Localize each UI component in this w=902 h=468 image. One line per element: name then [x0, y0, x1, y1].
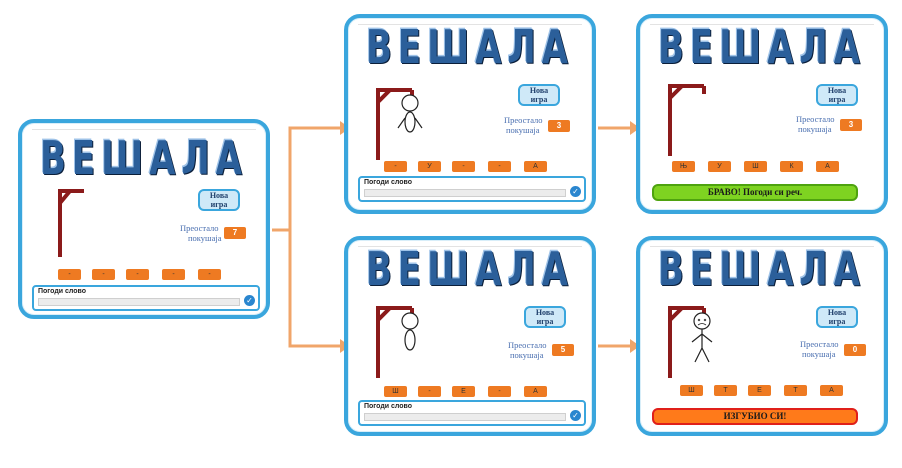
attempts-counter: 5	[552, 344, 574, 356]
game-panel-progress: ВЕШАЛА Нова игра Преостало покушаја 3 - У …	[344, 14, 596, 214]
letter-tile: -	[488, 386, 511, 397]
gallows-icon	[668, 84, 706, 156]
letter-tile: А	[524, 161, 547, 172]
new-game-button[interactable]: Нова игра	[524, 306, 566, 328]
letter-tile: -	[126, 269, 149, 280]
letter-tile: У	[708, 161, 731, 172]
letter-tile: А	[816, 161, 839, 172]
guess-input[interactable]	[364, 189, 566, 197]
check-icon[interactable]: ✓	[570, 186, 581, 197]
new-game-button[interactable]: Нова игра	[198, 189, 240, 211]
guess-label: Погоди слово	[38, 288, 87, 295]
game-title: ВЕШАЛА	[657, 243, 866, 297]
guess-input[interactable]	[364, 413, 566, 421]
new-game-button[interactable]: Нова игра	[518, 84, 560, 106]
attempts-counter: 7	[224, 227, 246, 239]
attempts-label: Преостало покушаја	[504, 115, 543, 135]
letter-tile: Т	[714, 385, 737, 396]
letter-tile: Е	[748, 385, 771, 396]
lose-banner: ИЗГУБИО СИ!	[652, 408, 858, 425]
game-panel-lose: ВЕШАЛА Нова игра Преостало покушаја 0 Ш Т …	[636, 236, 888, 436]
game-title: ВЕШАЛА	[365, 21, 574, 75]
letter-tile: Њ	[672, 161, 695, 172]
connector-split	[272, 126, 340, 348]
letter-tile: -	[452, 161, 475, 172]
letter-tile: -	[198, 269, 221, 280]
win-banner: БРАВО! Погоди си реч.	[652, 184, 858, 201]
letter-tile: -	[162, 269, 185, 280]
attempts-counter: 3	[548, 120, 570, 132]
guess-label: Погоди слово	[364, 403, 413, 410]
guess-label: Погоди слово	[364, 179, 413, 186]
attempts-counter: 3	[840, 119, 862, 131]
gallows-icon	[58, 189, 84, 257]
hangman-figure-icon	[401, 312, 419, 351]
attempts-label: Преостало покушаја	[796, 114, 835, 134]
attempts-label: Преостало покушаја	[180, 223, 222, 243]
letter-tile: К	[780, 161, 803, 172]
game-title: ВЕШАЛА	[39, 132, 248, 186]
new-game-button[interactable]: Нова игра	[816, 306, 858, 328]
letter-tile: А	[820, 385, 843, 396]
arrow-head-icon	[630, 339, 640, 353]
letter-tile: -	[58, 269, 81, 280]
hangman-figure-icon	[397, 94, 423, 133]
letter-tile: Е	[452, 386, 475, 397]
guess-box: Погоди слово ✓	[32, 285, 260, 311]
game-panel-progress-2: ВЕШАЛА Нова игра Преостало покушаја 5 Ш - …	[344, 236, 596, 436]
letter-tile: Т	[784, 385, 807, 396]
attempts-label: Преостало покушаја	[508, 340, 547, 360]
letter-tile: -	[92, 269, 115, 280]
attempts-counter: 0	[844, 344, 866, 356]
check-icon[interactable]: ✓	[244, 295, 255, 306]
guess-input[interactable]	[38, 298, 240, 306]
hangman-figure-icon	[691, 312, 713, 363]
check-icon[interactable]: ✓	[570, 410, 581, 421]
game-panel-win: ВЕШАЛА Нова игра Преостало покушаја 3 Њ У …	[636, 14, 888, 214]
letter-tile: Ш	[744, 161, 767, 172]
letter-tile: -	[384, 161, 407, 172]
game-panel-start: ВЕШАЛА Нова игра Преостало покушаја 7 - - …	[18, 119, 270, 319]
game-title: ВЕШАЛА	[657, 21, 866, 75]
attempts-label: Преостало покушаја	[800, 339, 839, 359]
letter-tile: -	[418, 386, 441, 397]
arrow-head-icon	[630, 121, 640, 135]
letter-tile: Ш	[680, 385, 703, 396]
letter-tile: Ш	[384, 386, 407, 397]
guess-box: Погоди слово ✓	[358, 176, 586, 202]
letter-tile: У	[418, 161, 441, 172]
game-title: ВЕШАЛА	[365, 243, 574, 297]
letter-tile: -	[488, 161, 511, 172]
new-game-button[interactable]: Нова игра	[816, 84, 858, 106]
guess-box: Погоди слово ✓	[358, 400, 586, 426]
letter-tile: А	[524, 386, 547, 397]
